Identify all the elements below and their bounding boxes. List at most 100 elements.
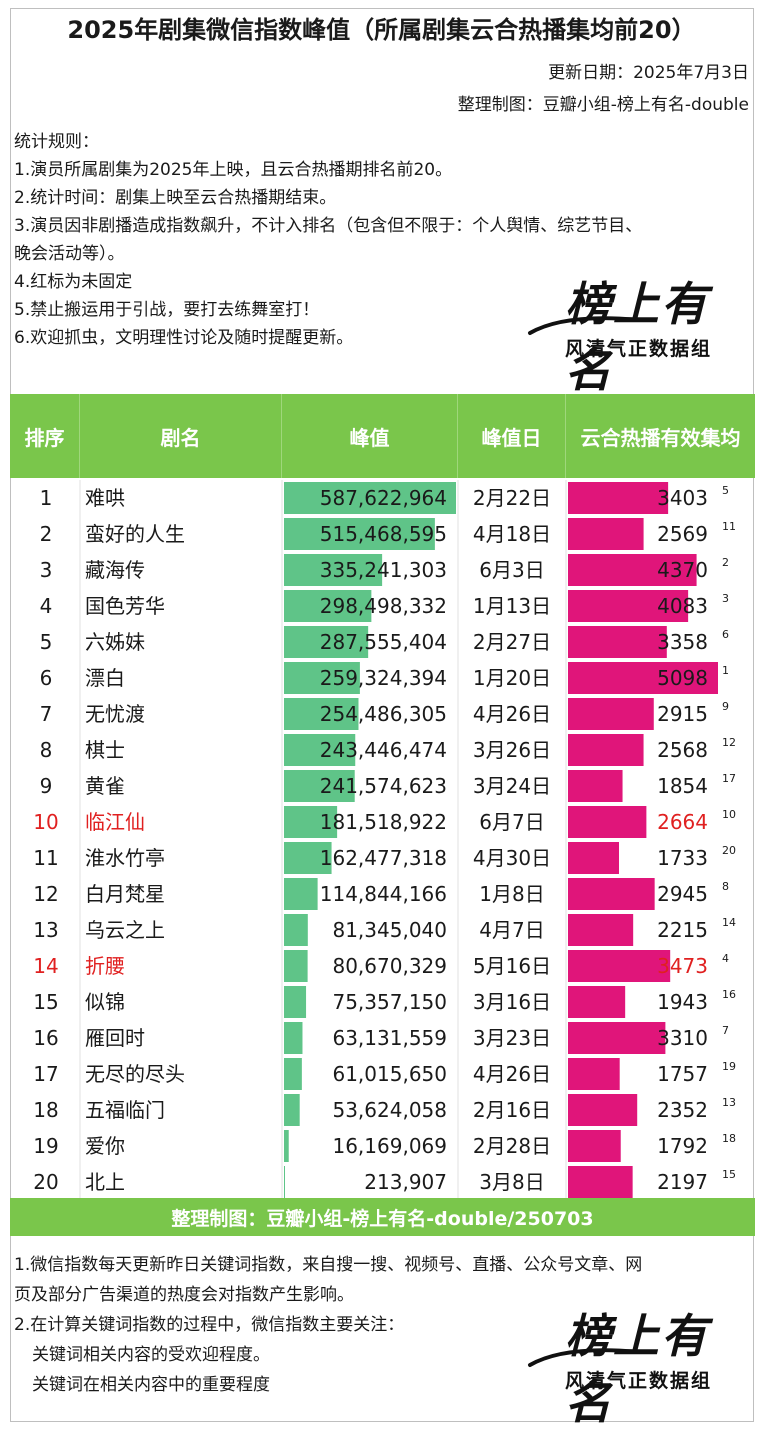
page-frame	[10, 8, 754, 1422]
rank-cell: 8	[40, 738, 53, 762]
rank-cell: 12	[33, 882, 58, 906]
drama-name-cell: 蛮好的人生	[85, 522, 185, 546]
peak-date-cell: 5月16日	[473, 954, 551, 978]
yunhe-bar	[568, 1022, 666, 1054]
rank-cell: 7	[40, 702, 53, 726]
peak-bar	[284, 626, 369, 658]
yunhe-value-label: 2664	[657, 810, 708, 834]
rule-3: 3.演员因非剧播造成指数飙升，不计入排名（包含但不限于：个人舆情、综艺节目、	[14, 216, 643, 236]
peak-bar	[284, 1058, 302, 1090]
yunhe-value-label: 2569	[657, 522, 708, 546]
yunhe-rank-superscript: 11	[722, 520, 736, 533]
rank-cell: 9	[40, 774, 53, 798]
rules-block: 统计规则： 1.演员所属剧集为2025年上映，且云合热播期排名前20。 2.统计…	[14, 128, 754, 352]
rank-cell: 17	[33, 1062, 58, 1086]
note-2: 2.在计算关键词指数的过程中，微信指数主要关注：	[14, 1315, 405, 1335]
yunhe-value-label: 2352	[657, 1098, 708, 1122]
drama-name-cell: 无尽的尽头	[85, 1062, 185, 1086]
update-date: 更新日期：2025年7月3日	[548, 63, 749, 83]
peak-date-cell: 3月24日	[473, 774, 551, 798]
peak-value-label: 81,345,040	[332, 918, 447, 942]
rank-cell: 15	[33, 990, 58, 1014]
yunhe-value-label: 2915	[657, 702, 708, 726]
yunhe-rank-superscript: 3	[722, 592, 729, 605]
rule-2: 2.统计时间：剧集上映至云合热播期结束。	[14, 188, 337, 208]
peak-value-label: 254,486,305	[320, 702, 447, 726]
yunhe-bar	[568, 626, 667, 658]
header-yunhe: 云合热播有效集均	[580, 425, 741, 450]
yunhe-value-label: 1792	[657, 1134, 708, 1158]
drama-name-cell: 藏海传	[85, 558, 145, 582]
drama-name-cell: 北上	[85, 1170, 125, 1194]
drama-name-cell: 淮水竹亭	[85, 846, 165, 870]
rank-cell: 4	[40, 594, 53, 618]
peak-bar	[284, 662, 360, 694]
yunhe-rank-superscript: 20	[722, 844, 736, 857]
yunhe-value-label: 2945	[657, 882, 708, 906]
yunhe-bar	[568, 482, 669, 514]
yunhe-bar	[568, 1094, 638, 1126]
peak-date-cell: 3月26日	[473, 738, 551, 762]
logo-subtext: 风清气正数据组	[565, 338, 713, 360]
drama-name-cell: 临江仙	[85, 810, 145, 834]
rank-cell: 13	[33, 918, 58, 942]
peak-value-label: 162,477,318	[320, 846, 447, 870]
peak-date-cell: 2月28日	[473, 1134, 551, 1158]
peak-bar	[284, 1166, 285, 1198]
logo-swoosh-icon	[528, 1348, 642, 1367]
peak-date-cell: 4月30日	[473, 846, 551, 870]
yunhe-rank-superscript: 7	[722, 1024, 729, 1037]
yunhe-value-label: 2568	[657, 738, 708, 762]
yunhe-bar	[568, 770, 623, 802]
peak-value-label: 114,844,166	[320, 882, 447, 906]
peak-bar	[284, 518, 435, 550]
peak-value-label: 259,324,394	[320, 666, 447, 690]
peak-date-cell: 6月3日	[479, 558, 544, 582]
header-date: 峰值日	[458, 394, 566, 478]
yunhe-value-label: 4370	[657, 558, 708, 582]
peak-date-cell: 1月20日	[473, 666, 551, 690]
yunhe-bar	[568, 554, 697, 586]
peak-date-cell: 4月26日	[473, 702, 551, 726]
drama-name-cell: 折腰	[85, 954, 125, 978]
drama-name-cell: 似锦	[85, 990, 125, 1014]
logo-text: 榜上有名	[565, 1309, 709, 1429]
yunhe-rank-superscript: 16	[722, 988, 736, 1001]
yunhe-rank-superscript: 6	[722, 628, 729, 641]
peak-value-label: 243,446,474	[320, 738, 447, 762]
yunhe-bar	[568, 590, 689, 622]
drama-name-cell: 雁回时	[85, 1026, 145, 1050]
rank-cell: 14	[33, 954, 58, 978]
yunhe-rank-superscript: 10	[722, 808, 736, 821]
logo-subtext: 风清气正数据组	[565, 1370, 713, 1392]
peak-value-label: 80,670,329	[332, 954, 447, 978]
yunhe-rank-superscript: 18	[722, 1132, 736, 1145]
peak-bar	[284, 770, 355, 802]
rank-cell: 18	[33, 1098, 58, 1122]
yunhe-bar	[568, 806, 647, 838]
peak-value-label: 335,241,303	[320, 558, 447, 582]
rank-cell: 2	[40, 522, 53, 546]
note-1: 1.微信指数每天更新昨日关键词指数，来自搜一搜、视频号、直播、公众号文章、网	[14, 1255, 643, 1275]
peak-bar	[284, 590, 372, 622]
yunhe-value-label: 3473	[657, 954, 708, 978]
logo-top: 榜上有名 风清气正数据组	[525, 268, 740, 397]
drama-name-cell: 难哄	[85, 486, 125, 510]
peak-bar	[284, 734, 356, 766]
peak-bar	[284, 1022, 303, 1054]
drama-name-cell: 黄雀	[85, 774, 125, 798]
peak-date-cell: 2月27日	[473, 630, 551, 654]
yunhe-bar	[568, 914, 634, 946]
peak-value-label: 63,131,559	[332, 1026, 447, 1050]
header-peak: 峰值	[282, 394, 458, 478]
rule-4: 4.红标为未固定	[14, 272, 133, 292]
logo-bottom: 榜上有名 风清气正数据组	[525, 1300, 740, 1429]
rank-cell: 16	[33, 1026, 58, 1050]
yunhe-value-label: 1733	[657, 846, 708, 870]
rules-title: 统计规则：	[14, 132, 99, 152]
credit-line: 整理制图：豆瓣小组-榜上有名-double	[457, 95, 749, 115]
drama-name-cell: 国色芳华	[85, 594, 165, 618]
drama-name-cell: 白月梵星	[85, 882, 165, 906]
yunhe-bar	[568, 1058, 620, 1090]
